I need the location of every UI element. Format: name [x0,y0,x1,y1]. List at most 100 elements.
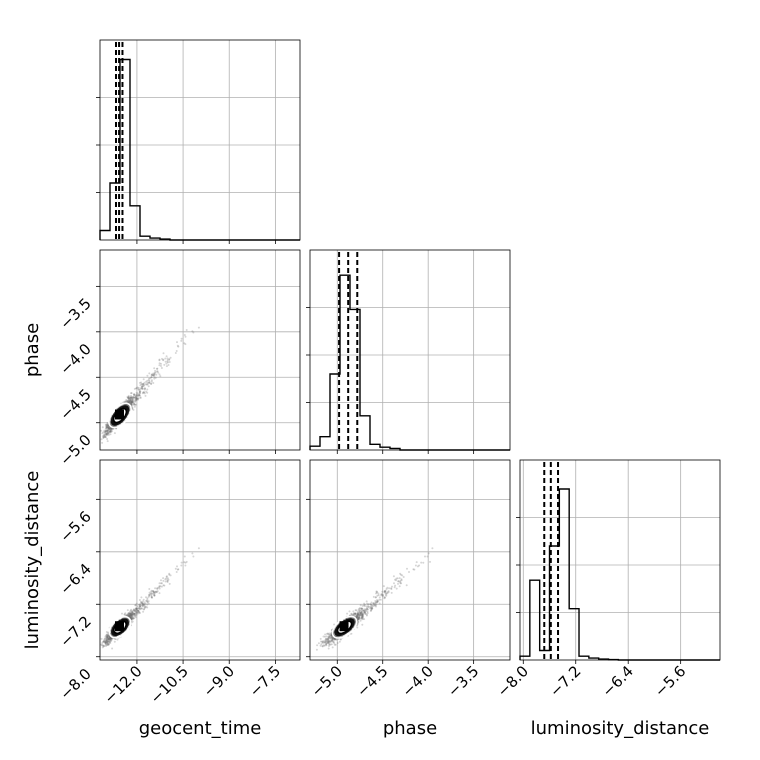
sample-point [109,433,112,436]
sample-point [152,374,154,377]
sample-point [359,619,362,622]
sample-point [108,432,110,435]
sample-point [153,594,156,597]
sample-point [327,647,330,650]
sample-point [153,371,156,374]
sample-point [130,396,133,399]
sample-point [158,364,161,367]
sample-point [104,645,107,647]
sample-point [361,615,364,618]
sample-point [128,613,131,616]
sample-point [142,602,144,605]
sample-point [168,582,171,585]
sample-point [145,599,148,602]
sample-point [136,607,138,610]
sample-point [155,373,158,376]
sample-point [107,638,110,641]
sample-point [135,395,138,398]
sample-point [107,643,110,646]
sample-point [100,643,103,646]
sample-point [123,400,126,403]
sample-point [394,584,397,587]
sample-point [105,426,108,429]
sample-point [197,326,200,329]
sample-point [162,358,165,361]
sample-point [154,371,157,374]
sample-point [127,400,130,403]
sample-point [125,400,128,403]
sample-point [104,429,107,432]
sample-point [384,590,387,593]
sample-point [158,358,161,361]
sample-point [141,392,144,395]
sample-point [158,586,161,589]
sample-point [107,425,110,428]
sample-point [134,396,137,399]
sample-point [184,343,187,346]
sample-point [110,429,113,432]
sample-point [334,643,337,646]
sample-point [139,608,142,611]
sample-point [130,614,133,617]
sample-point [128,399,131,402]
sample-point [177,568,180,571]
sample-point [141,602,143,605]
sample-point [106,635,109,638]
sample-point [166,359,169,361]
sample-point [168,572,171,575]
sample-point [130,613,133,616]
sample-point [160,585,163,588]
sample-point [129,398,132,401]
sample-point [192,331,195,334]
sample-point [105,426,108,429]
sample-point [138,611,141,614]
sample-point [162,584,165,587]
sample-point [130,401,133,404]
sample-point [142,602,145,605]
sample-point [386,586,389,589]
sample-point [141,387,144,390]
sample-point [131,615,134,618]
sample-point [390,591,393,594]
sample-point [106,636,109,639]
sample-point [146,383,148,386]
sample-point [128,401,131,404]
sample-point [134,616,137,619]
sample-point [164,357,167,360]
sample-point [135,393,138,396]
sample-point [365,608,368,611]
sample-point [140,381,143,384]
sample-point [138,391,141,394]
sample-point [357,621,360,623]
sample-point [106,428,109,431]
sample-point [107,638,110,641]
sample-point [132,398,135,401]
sample-point [167,578,170,581]
sample-point [110,639,112,642]
sample-point [104,430,107,432]
sample-point [126,614,129,616]
sample-point [103,431,106,433]
sample-point [184,335,187,338]
sample-point [399,572,402,575]
panel-frame [309,249,511,451]
panel-geocent_time-geocent_time [96,39,301,244]
sample-point [107,636,110,639]
sample-point [375,590,378,593]
sample-point [150,596,153,599]
sample-point [146,598,149,601]
sample-point [152,372,155,375]
sample-point [139,607,142,610]
sample-point [317,642,320,645]
sample-point [106,640,109,643]
sample-point [169,356,172,359]
x-axis-label: geocent_time [139,718,262,739]
sample-point [131,616,134,619]
sample-point [131,618,134,621]
sample-point [138,599,141,601]
sample-point [103,433,106,436]
sample-point [105,637,108,640]
sample-point [103,432,106,435]
sample-point [130,609,132,612]
sample-point [131,617,133,620]
